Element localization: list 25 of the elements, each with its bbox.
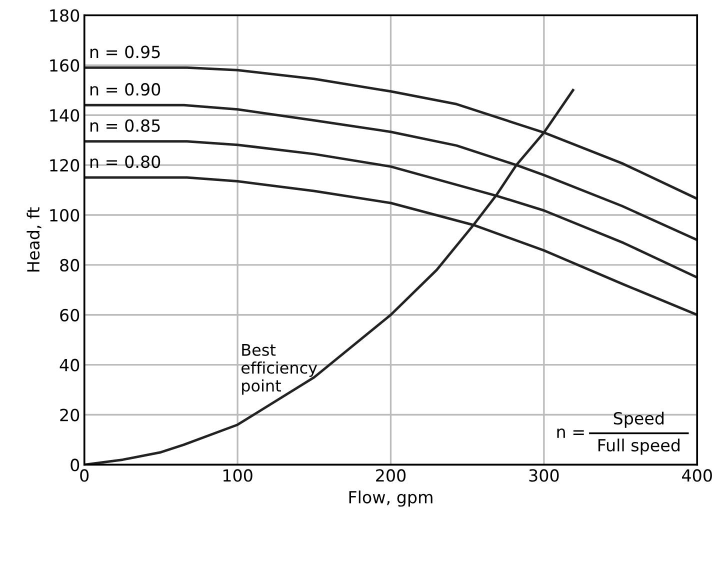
y-tick-label: 20 bbox=[60, 408, 80, 422]
series-label: n = 0.85 bbox=[90, 119, 160, 132]
y-axis-title: Head, ft bbox=[26, 207, 42, 272]
x-axis-title: Flow, gpm bbox=[349, 490, 432, 507]
x-tick-label: 100 bbox=[223, 469, 252, 482]
y-tick-label: 80 bbox=[60, 258, 80, 272]
y-tick-label: 60 bbox=[60, 308, 80, 322]
y-tick-label: 180 bbox=[50, 9, 80, 22]
x-tick-label: 400 bbox=[682, 469, 712, 482]
series-label: n = 0.80 bbox=[90, 155, 160, 168]
x-tick-label: 300 bbox=[529, 469, 559, 482]
series-label: n = 0.95 bbox=[90, 46, 160, 58]
x-tick-label: 200 bbox=[376, 469, 406, 482]
series-label: n = 0.90 bbox=[90, 83, 160, 96]
y-tick-label: 0 bbox=[70, 458, 80, 472]
y-tick-label: 160 bbox=[50, 59, 80, 72]
y-tick-label: 100 bbox=[50, 208, 80, 222]
y-tick-label: 40 bbox=[60, 358, 80, 372]
series-label: Best efficiency point bbox=[242, 344, 318, 395]
x-tick-label: 0 bbox=[80, 469, 89, 482]
y-tick-label: 140 bbox=[50, 109, 80, 122]
annotation: Full speed bbox=[598, 438, 680, 455]
annotation: Speed bbox=[614, 412, 664, 428]
annotation: n = bbox=[557, 428, 584, 438]
y-tick-label: 120 bbox=[50, 159, 80, 172]
